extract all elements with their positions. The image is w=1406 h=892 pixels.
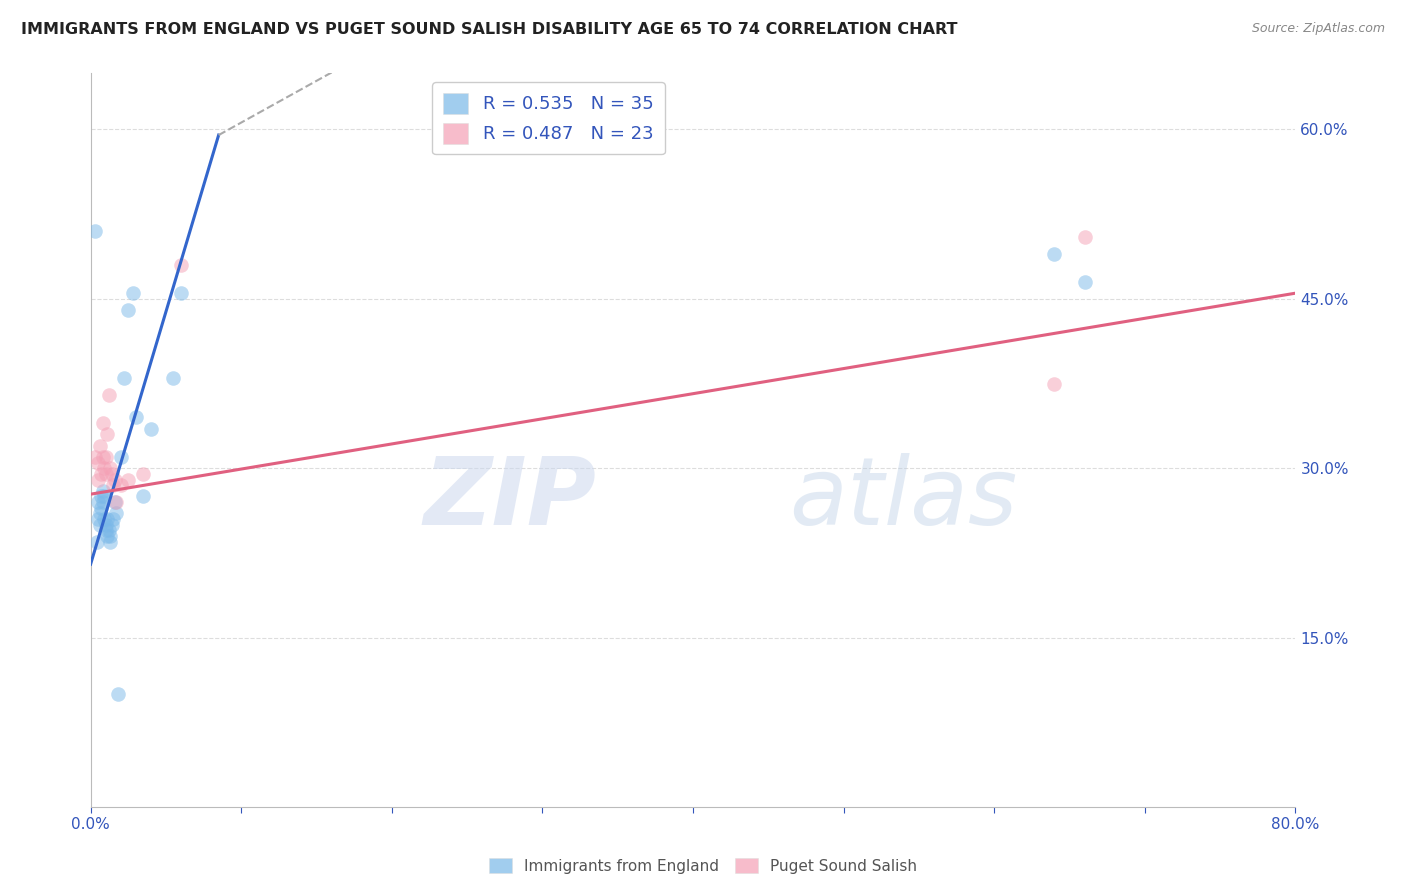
Point [96, 529, 118, 543]
Point [91, 416, 114, 430]
Point [89, 517, 111, 532]
Point [91, 495, 114, 509]
Point [93, 490, 115, 504]
Point [100, 517, 122, 532]
Legend: R = 0.535   N = 35, R = 0.487   N = 23: R = 0.535 N = 35, R = 0.487 N = 23 [433, 82, 665, 154]
Legend: Immigrants from England, Puget Sound Salish: Immigrants from England, Puget Sound Sal… [484, 852, 922, 880]
Point [132, 467, 155, 481]
Point [94, 524, 117, 538]
Point [107, 687, 129, 701]
Point [1043, 376, 1066, 391]
Text: ZIP: ZIP [423, 453, 596, 545]
Point [98, 529, 121, 543]
Point [96, 427, 118, 442]
Point [105, 495, 128, 509]
Point [94, 450, 117, 464]
Point [117, 473, 139, 487]
Point [84, 224, 107, 238]
Point [112, 371, 135, 385]
Point [87, 456, 110, 470]
Point [121, 286, 143, 301]
Point [87, 473, 110, 487]
Point [105, 507, 128, 521]
Point [87, 512, 110, 526]
Point [97, 388, 120, 402]
Point [1073, 229, 1095, 244]
Point [110, 450, 132, 464]
Point [104, 473, 127, 487]
Point [98, 534, 121, 549]
Point [90, 467, 112, 481]
Point [132, 490, 155, 504]
Point [89, 507, 111, 521]
Point [93, 512, 115, 526]
Point [139, 422, 162, 436]
Point [1043, 246, 1066, 260]
Point [103, 478, 125, 492]
Point [93, 461, 115, 475]
Text: Source: ZipAtlas.com: Source: ZipAtlas.com [1251, 22, 1385, 36]
Point [97, 524, 120, 538]
Point [100, 467, 122, 481]
Point [84, 450, 107, 464]
Point [110, 478, 132, 492]
Point [170, 286, 193, 301]
Point [89, 439, 111, 453]
Text: IMMIGRANTS FROM ENGLAND VS PUGET SOUND SALISH DISABILITY AGE 65 TO 74 CORRELATIO: IMMIGRANTS FROM ENGLAND VS PUGET SOUND S… [21, 22, 957, 37]
Point [170, 258, 193, 272]
Point [91, 483, 114, 498]
Point [96, 512, 118, 526]
Point [98, 461, 121, 475]
Point [86, 534, 108, 549]
Point [91, 450, 114, 464]
Point [87, 495, 110, 509]
Point [125, 410, 148, 425]
Point [103, 512, 125, 526]
Point [94, 467, 117, 481]
Text: atlas: atlas [789, 453, 1018, 544]
Point [104, 495, 127, 509]
Point [117, 303, 139, 318]
Point [162, 371, 184, 385]
Point [94, 517, 117, 532]
Point [90, 490, 112, 504]
Point [1073, 275, 1095, 289]
Point [90, 500, 112, 515]
